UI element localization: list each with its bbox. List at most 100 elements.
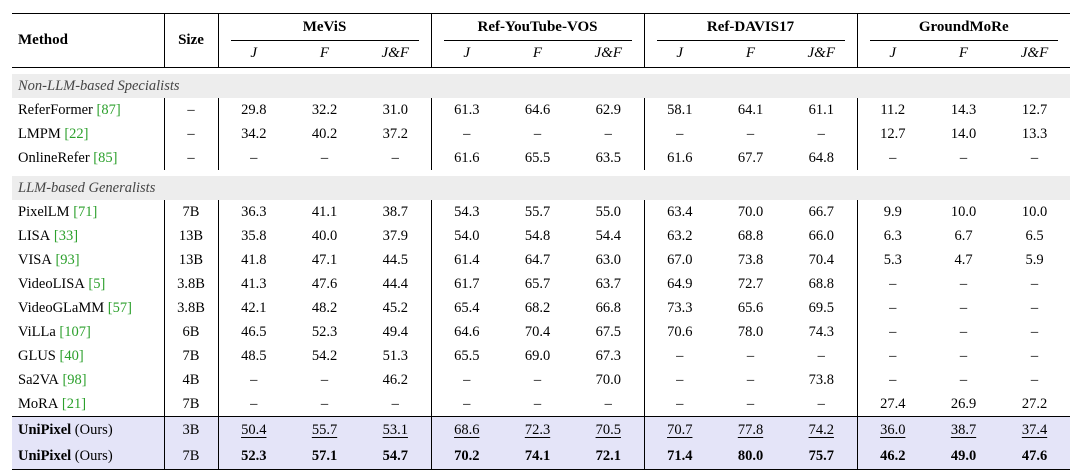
value-cell: 46.2 <box>856 443 928 470</box>
value-cell: 10.0 <box>1021 203 1048 220</box>
table-header-metrics: J F J&F J F J&F J F J&F J F J&F <box>12 41 1070 68</box>
value-cell: 45.2 <box>382 299 408 316</box>
value: 57.1 <box>311 447 338 464</box>
value-cell: – <box>430 122 502 146</box>
value-cell: 61.3 <box>430 98 502 122</box>
value-cell: – <box>959 323 968 340</box>
value-cell: – <box>217 392 289 417</box>
method-name: GLUS <box>18 347 56 364</box>
value-cell: – <box>320 371 329 388</box>
metric-j: J <box>217 41 289 68</box>
value-cell: 9.9 <box>856 200 928 224</box>
value: 52.3 <box>241 447 267 464</box>
value-cell: 65.5 <box>430 344 502 368</box>
size-cell: 4B <box>163 368 218 392</box>
value: 70.2 <box>454 447 480 464</box>
value-cell: 5.9 <box>1025 251 1044 268</box>
value-cell: 73.3 <box>643 296 715 320</box>
method-name: UniPixel <box>18 421 72 438</box>
value-cell: 63.5 <box>595 149 621 166</box>
table-row: LISA [33] 13B 35.8 40.0 37.9 54.0 54.8 54.4 63.2… <box>12 224 1070 248</box>
value-cell: 80.0 <box>715 443 786 470</box>
value-cell: 55.7 <box>289 416 360 443</box>
value-cell: – <box>1030 299 1039 316</box>
group-label: GroundMoRe <box>869 17 1058 41</box>
value-cell: 27.4 <box>856 392 928 417</box>
method-cell: GLUS [40] <box>12 344 164 368</box>
value-cell: 37.2 <box>382 125 408 142</box>
value-cell: 40.0 <box>311 227 338 244</box>
section-label: Non-LLM-based Specialists <box>12 74 1070 98</box>
value-cell: 36.3 <box>217 200 289 224</box>
citation: [22] <box>60 125 89 142</box>
value: 50.4 <box>241 421 267 438</box>
value-cell: 74.3 <box>808 323 834 340</box>
value-cell: 41.8 <box>217 248 289 272</box>
value-cell: 54.7 <box>360 443 431 470</box>
value-cell: 47.1 <box>311 251 338 268</box>
value-cell: 5.3 <box>856 248 928 272</box>
value-cell: 29.8 <box>217 98 289 122</box>
value-cell: 10.0 <box>950 203 977 220</box>
method-name: UniPixel <box>18 447 72 464</box>
size-cell: 13B <box>163 248 218 272</box>
value-cell: 49.4 <box>382 323 408 340</box>
value-cell: – <box>959 347 968 364</box>
method-cell: LISA [33] <box>12 224 164 248</box>
value-cell: 64.7 <box>524 251 551 268</box>
method-cell: VideoLISA [5] <box>12 272 164 296</box>
value-cell: – <box>817 125 825 142</box>
value-cell: – <box>746 125 755 142</box>
value-cell: 42.1 <box>217 296 289 320</box>
value-cell: 54.2 <box>311 347 338 364</box>
value-cell: 68.8 <box>737 227 764 244</box>
value-cell: 49.0 <box>928 443 999 470</box>
value-cell: 61.4 <box>430 248 502 272</box>
value-cell: 69.5 <box>808 299 834 316</box>
method-name: PixelLM <box>18 203 70 220</box>
col-header-size: Size <box>163 13 218 68</box>
table-header-groups: Method Size MeViS Ref-YouTube-VOS Ref-DA… <box>12 13 1070 68</box>
value-cell: 65.5 <box>524 149 551 166</box>
method-name: VISA <box>18 251 52 268</box>
value-cell: – <box>856 344 928 368</box>
value-cell: 73.8 <box>737 251 764 268</box>
value-cell: 72.3 <box>502 416 573 443</box>
value-cell: 48.2 <box>311 299 338 316</box>
table-row: LMPM [22] –34.2 40.2 37.2– – – – – –12.7 14.0 13.3 <box>12 122 1070 146</box>
method-cell: ViLLa [107] <box>12 320 164 344</box>
method-cell: Sa2VA [98] <box>12 368 164 392</box>
metric-j: J <box>430 41 502 68</box>
value-cell: 64.6 <box>430 320 502 344</box>
value: 37.4 <box>1021 421 1048 438</box>
method-name: ReferFormer <box>18 101 93 118</box>
method-cell: LMPM [22] <box>12 122 164 146</box>
value-cell: 4.7 <box>954 251 973 268</box>
size-cell: 13B <box>163 224 218 248</box>
table-row: ViLLa [107] 6B 46.5 52.3 49.4 64.6 70.4 67.5 70.… <box>12 320 1070 344</box>
value-cell: 37.4 <box>999 416 1070 443</box>
table-row: PixelLM [71] 7B 36.3 41.1 38.7 54.3 55.7 55.0 63… <box>12 200 1070 224</box>
value-cell: 67.0 <box>643 248 715 272</box>
method-name: MoRA <box>18 395 59 412</box>
table-row: UniPixel (Ours) 7B 52.3 57.1 54.7 70.2 74.1 72.… <box>12 443 1070 470</box>
value-cell: 35.8 <box>217 224 289 248</box>
method-cell: VISA [93] <box>12 248 164 272</box>
table-row: OnlineRefer [85] – – – –61.6 65.5 63.5 61.6 67.7… <box>12 146 1070 170</box>
value-cell: 65.4 <box>430 296 502 320</box>
value-cell: 61.7 <box>430 272 502 296</box>
value: 38.7 <box>950 421 977 438</box>
value-cell: 61.1 <box>808 101 834 118</box>
value-cell: 63.4 <box>643 200 715 224</box>
value-cell: 57.1 <box>289 443 360 470</box>
citation: [21] <box>58 395 87 412</box>
metric-f: F <box>319 45 330 61</box>
value-cell: 70.2 <box>430 443 502 470</box>
value-cell: 63.2 <box>643 224 715 248</box>
citation: [93] <box>51 251 80 268</box>
value-cell: 64.9 <box>643 272 715 296</box>
size-cell: 7B <box>163 443 218 470</box>
citation: [107] <box>55 323 91 340</box>
metric-jf: J&F <box>594 45 623 61</box>
size-cell: 3.8B <box>163 272 218 296</box>
